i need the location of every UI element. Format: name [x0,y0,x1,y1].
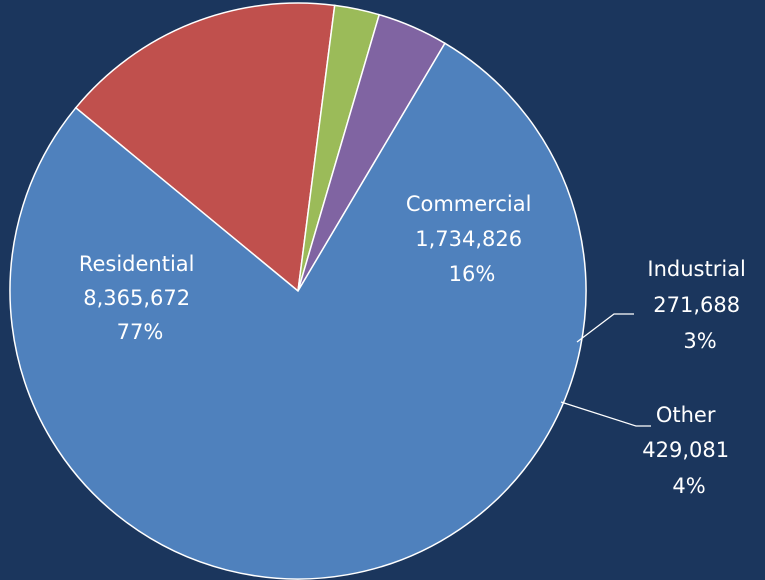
slice-label-industrial: Industrial 271,688 3% [647,257,752,353]
slice-label-residential: Residential 8,365,672 77% [79,252,201,344]
other-percent: 4% [672,474,705,498]
leader-line-other [560,401,651,427]
commercial-name: Commercial [406,192,532,216]
leader-lines [560,313,651,427]
other-value: 429,081 [642,438,729,462]
slice-label-commercial: Commercial 1,734,826 16% [406,192,538,286]
pie-slice-residential [9,42,587,580]
industrial-value: 271,688 [653,293,740,317]
slice-label-other: Other 429,081 4% [642,403,736,498]
pie-slices [9,2,587,580]
commercial-percent: 16% [449,262,496,286]
commercial-value: 1,734,826 [415,227,522,251]
other-name: Other [656,403,716,427]
industrial-name: Industrial [647,257,746,281]
industrial-percent: 3% [683,329,716,353]
residential-value: 8,365,672 [83,286,190,310]
residential-name: Residential [79,252,195,276]
residential-percent: 77% [117,320,164,344]
leader-line-industrial [576,313,634,343]
pie-slice-commercial [74,2,336,293]
